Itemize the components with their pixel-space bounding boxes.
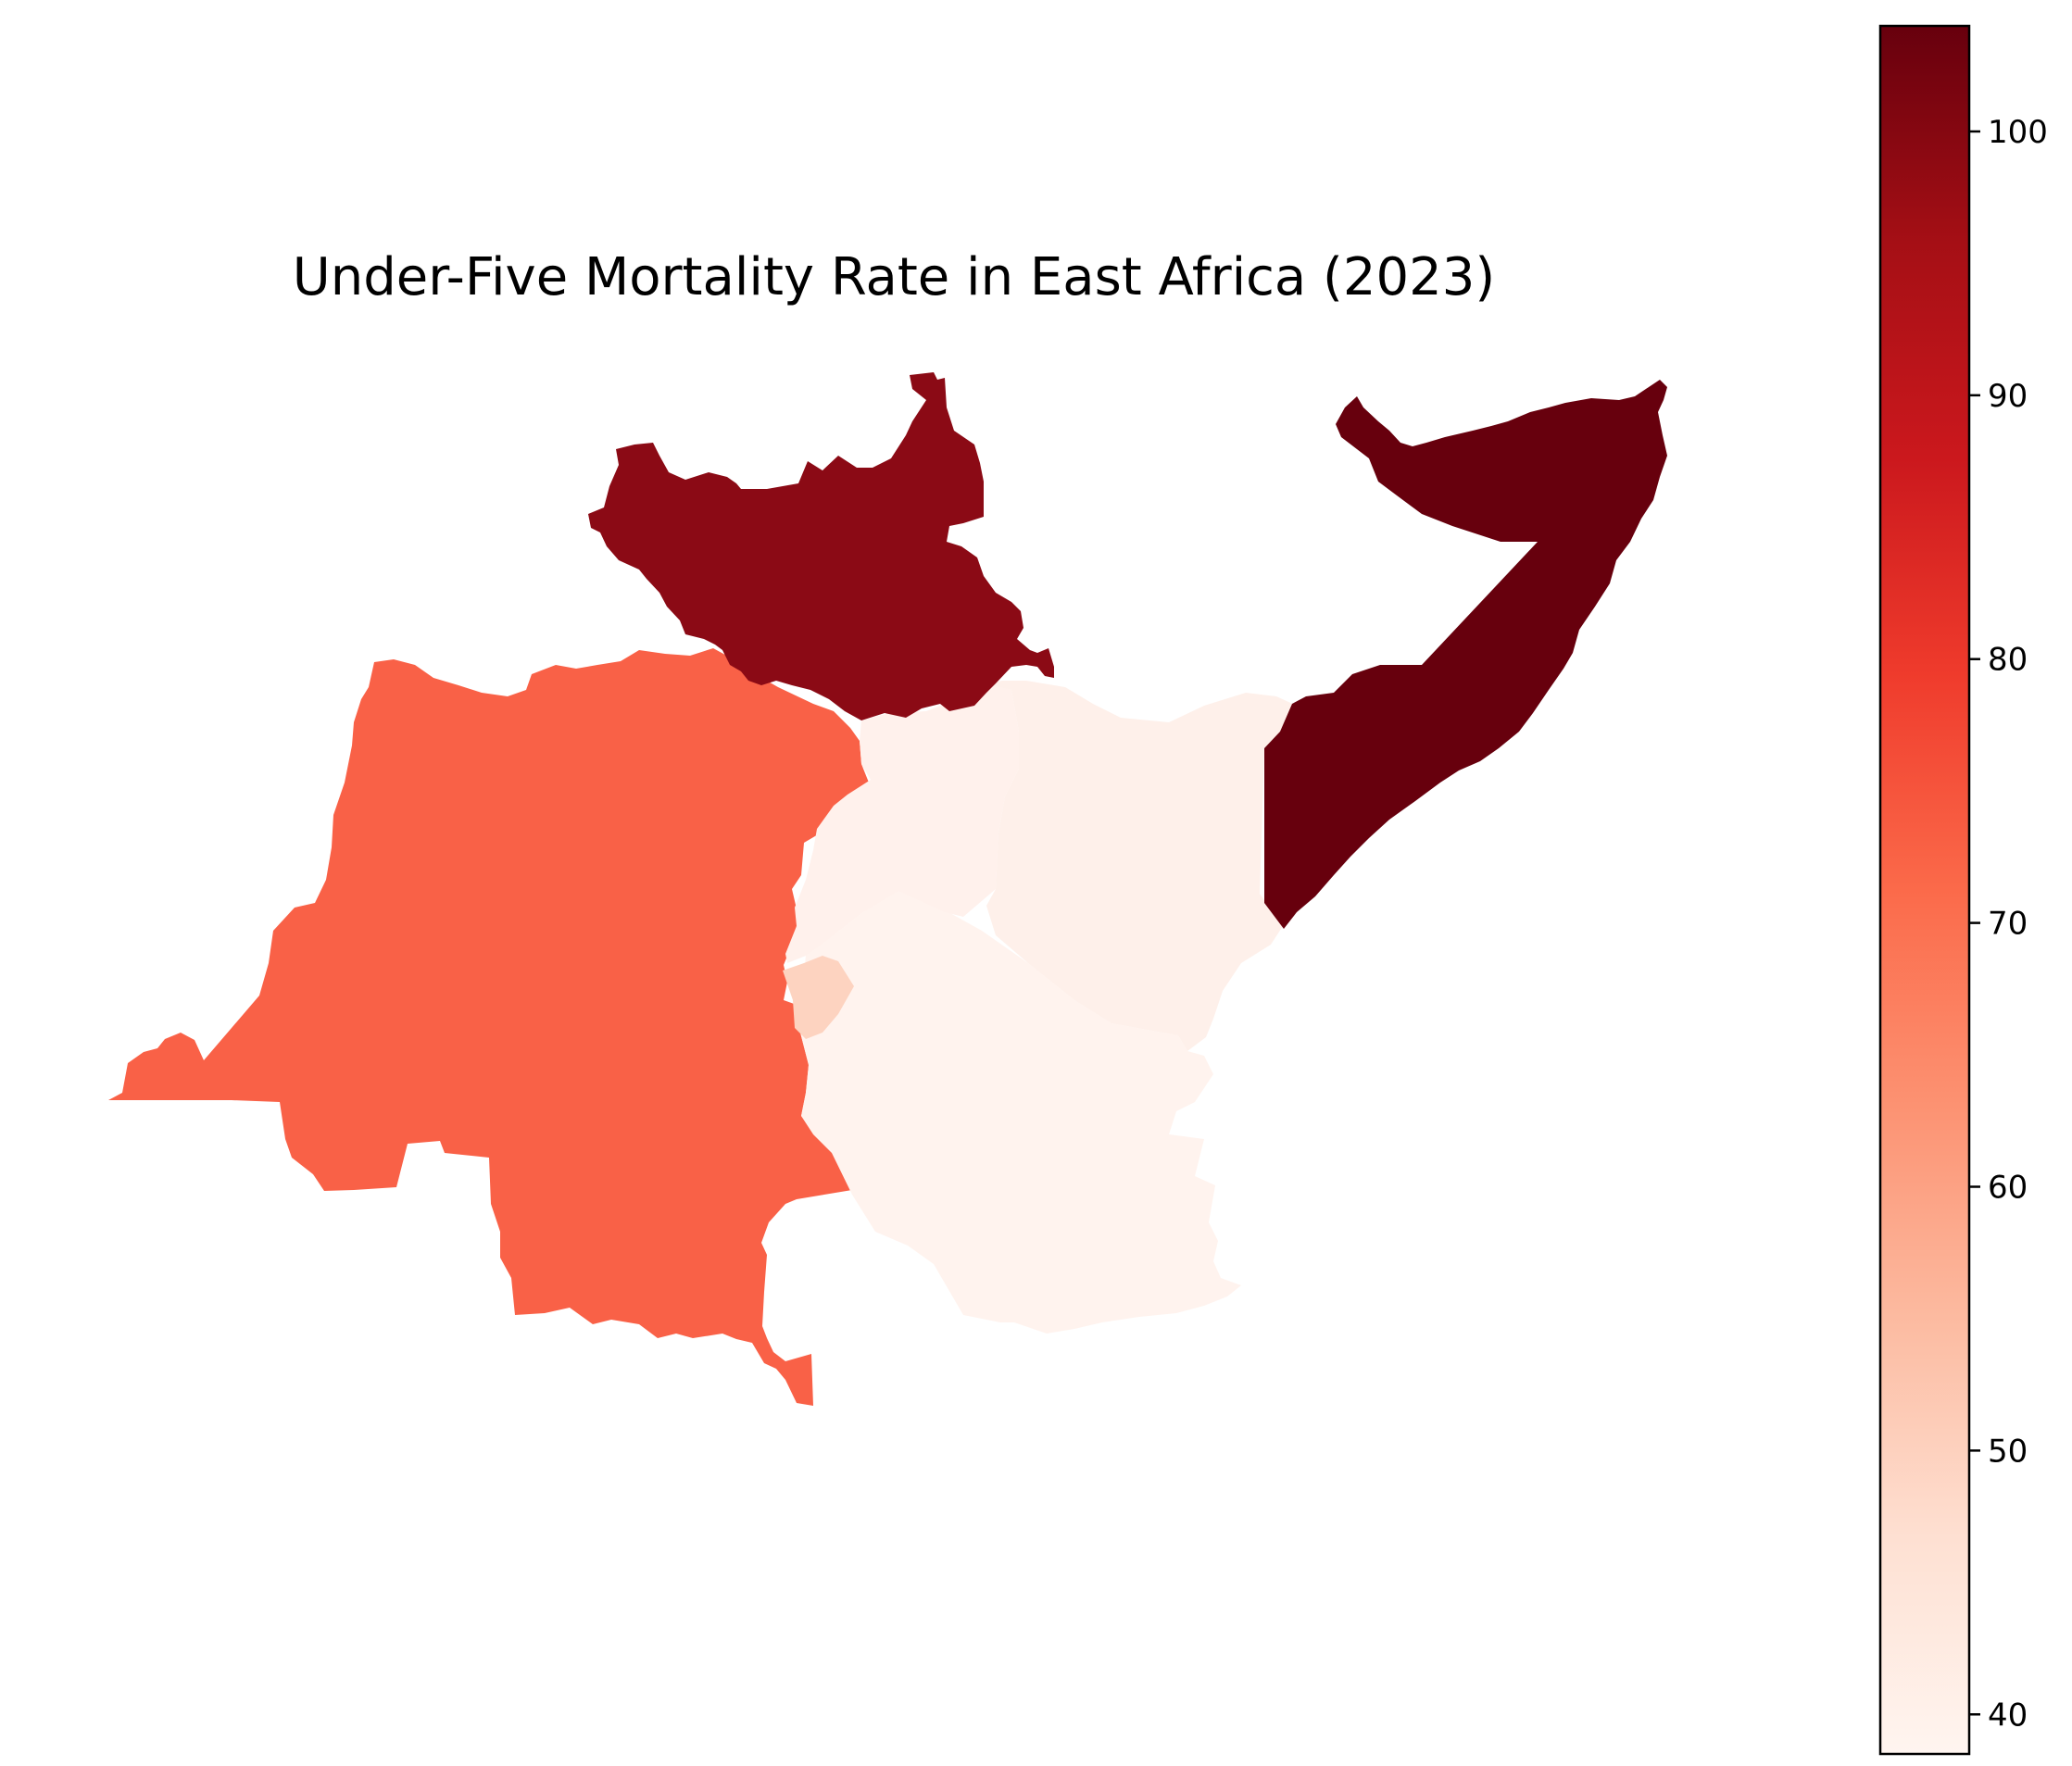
colorbar-tick-label: 70 — [1988, 906, 2028, 943]
region-dr-congo — [108, 648, 873, 1406]
colorbar-tick-label: 100 — [1988, 114, 2048, 151]
colorbar-gradient — [1878, 24, 1971, 1756]
map-title: Under-Five Mortality Rate in East Africa… — [293, 247, 1496, 307]
colorbar-ticks: 40 50 60 70 80 90 100 — [1969, 114, 2048, 1734]
colorbar-tick-label: 50 — [1988, 1433, 2028, 1470]
region-kenya — [986, 681, 1297, 1051]
map-regions — [108, 372, 1667, 1406]
colorbar-tick-label: 80 — [1988, 642, 2028, 679]
region-uganda — [785, 683, 1019, 963]
region-somalia — [1264, 380, 1667, 929]
colorbar-tick-label: 90 — [1988, 378, 2028, 415]
region-tanzania — [800, 889, 1241, 1334]
colorbar: 40 50 60 70 80 90 100 — [1878, 24, 2048, 1756]
region-rwanda-burundi — [783, 956, 854, 1039]
region-south-sudan — [588, 372, 1054, 720]
colorbar-tick-label: 40 — [1988, 1697, 2028, 1734]
colorbar-tick-label: 60 — [1988, 1169, 2028, 1206]
